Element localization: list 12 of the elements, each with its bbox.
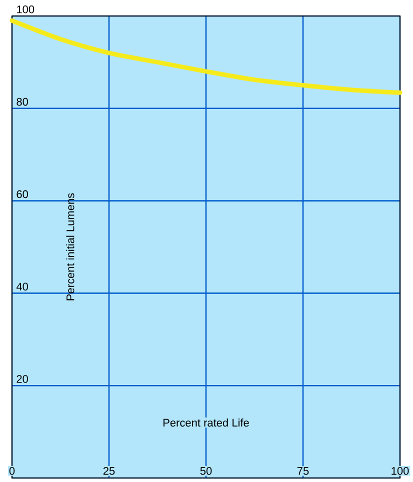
y-axis-title: Percent initial Lumens [66,193,74,300]
y-tick-label: 80 [16,98,28,106]
x-tick-label: 75 [297,467,309,475]
x-tick-label: 0 [9,467,15,475]
x-tick-label: 100 [392,467,409,475]
y-tick-label: 20 [16,375,28,383]
y-tick-label: 60 [16,190,28,198]
x-tick-label: 25 [103,467,115,475]
x-axis-title: Percent rated Life [163,418,249,427]
x-tick-label: 50 [200,467,212,475]
y-tick-label: 100 [17,5,34,14]
y-tick-label: 40 [16,282,28,290]
